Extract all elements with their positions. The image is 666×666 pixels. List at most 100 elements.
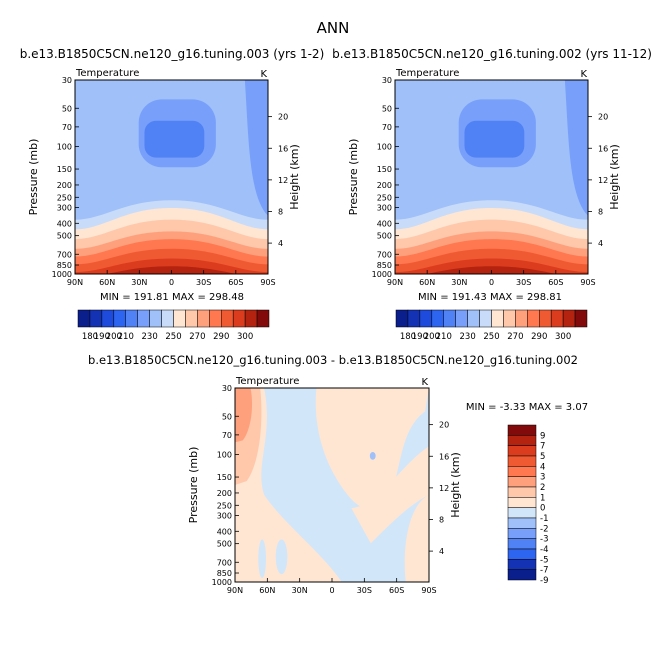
units-label: K [421,377,428,388]
units-label: K [580,69,587,80]
y-tick-label: 30 [382,76,392,85]
y2-tick-label: 4 [278,239,283,248]
colorbar-label: 7 [540,442,545,452]
x-tick-label: 30S [196,278,211,287]
y-tick-label: 700 [217,558,232,567]
y-tick-label: 700 [57,250,72,259]
colorbar-swatch [507,476,537,488]
colorbar-label: 250 [165,332,181,342]
x-tick-label: 60N [99,278,115,287]
y-tick-label: 200 [217,489,232,498]
colorbar-swatch [562,309,576,328]
y-tick-label: 300 [57,203,72,212]
colorbar-swatch [515,309,528,328]
y2-axis-label: Height (km) [608,144,621,210]
colorbar-swatch [467,309,480,328]
y2-tick-label: 20 [278,113,288,122]
y2-tick-label: 8 [439,515,444,524]
y2-tick-label: 16 [598,144,608,153]
colorbar-label: 300 [237,332,253,342]
panel-title: b.e13.B1850C5CN.ne120_g16.tuning.003 - b… [88,353,578,367]
colorbar-swatch [419,309,433,328]
colorbar-swatch [395,309,409,328]
colorbar-label: -1 [540,514,548,524]
y2-axis-label: Height (km) [288,144,301,210]
y-tick-label: 1000 [212,578,232,587]
x-tick-label: 0 [169,278,174,287]
colorbar-swatch [507,435,537,446]
colorbar-label: 180 [82,332,98,342]
colorbar-label: 210 [436,332,452,342]
colorbar-swatch [479,309,492,328]
colorbar-label: 5 [540,452,545,462]
x-tick-label: 60S [548,278,563,287]
y-axis-label: Pressure (mb) [27,139,40,216]
contour-field [75,80,268,274]
x-tick-label: 90S [260,278,275,287]
colorbar-swatch [221,309,234,328]
y2-tick-label: 4 [439,547,444,556]
colorbar-label: 270 [189,332,205,342]
y-tick-label: 1000 [52,270,72,279]
colorbar-swatch [574,309,588,328]
colorbar-swatch [89,309,103,328]
colorbar-swatch [507,538,537,550]
y2-tick-label: 8 [278,207,283,216]
colorbar-swatch [507,455,537,467]
y-tick-label: 150 [377,165,392,174]
contour-band [235,388,253,443]
colorbar-label: 190 [94,332,110,342]
contour-band [564,80,588,216]
y2-tick-label: 12 [598,176,608,185]
colorbar-swatch [101,309,115,328]
colorbar-swatch [197,309,210,328]
x-tick-label: 90N [227,586,243,595]
y2-tick-label: 16 [439,452,449,461]
y-tick-label: 50 [382,104,392,113]
y-tick-label: 100 [377,143,392,152]
y-tick-label: 300 [377,203,392,212]
colorbar-label: 1 [540,493,545,503]
colorbar-swatch [507,507,537,519]
contour-field [235,388,429,582]
colorbar-swatch [507,486,537,498]
colorbar-swatch [507,528,537,539]
colorbar-swatch [491,309,504,328]
colorbar-swatch [503,309,516,328]
colorbar-swatch [185,309,198,328]
y-tick-label: 70 [62,123,72,132]
colorbar-label: 9 [540,431,545,441]
colorbar-label: 4 [540,462,545,472]
y-tick-label: 70 [222,431,232,440]
y2-tick-label: 12 [439,484,449,493]
colorbar-label: 290 [213,332,229,342]
contour-field [395,80,588,274]
y-tick-label: 1000 [372,270,392,279]
x-tick-label: 30S [516,278,531,287]
x-tick-label: 90N [387,278,403,287]
colorbar-label: 180 [400,332,416,342]
colorbar-label: -2 [540,524,548,534]
colorbar-swatch [507,548,537,560]
colorbar-label: 0 [540,504,545,514]
y-tick-label: 400 [217,527,232,536]
y-tick-label: 850 [217,569,232,578]
contour-band [258,539,267,579]
x-tick-label: 0 [329,586,334,595]
colorbar-swatch [244,309,258,328]
contour-band [351,446,429,544]
colorbar-label: 200 [106,332,122,342]
x-tick-label: 90S [580,278,595,287]
y-tick-label: 100 [57,143,72,152]
y2-tick-label: 4 [598,239,603,248]
colorbar-swatch [507,559,537,570]
colorbar-label: -5 [540,555,548,565]
colorbar-swatch [507,497,537,508]
y2-tick-label: 20 [598,113,608,122]
panel-3: b.e13.B1850C5CN.ne120_g16.tuning.003 - b… [88,353,588,595]
colorbar-swatch [443,309,456,328]
min-max-label: MIN = 191.43 MAX = 298.81 [418,292,562,303]
y-tick-label: 150 [57,165,72,174]
